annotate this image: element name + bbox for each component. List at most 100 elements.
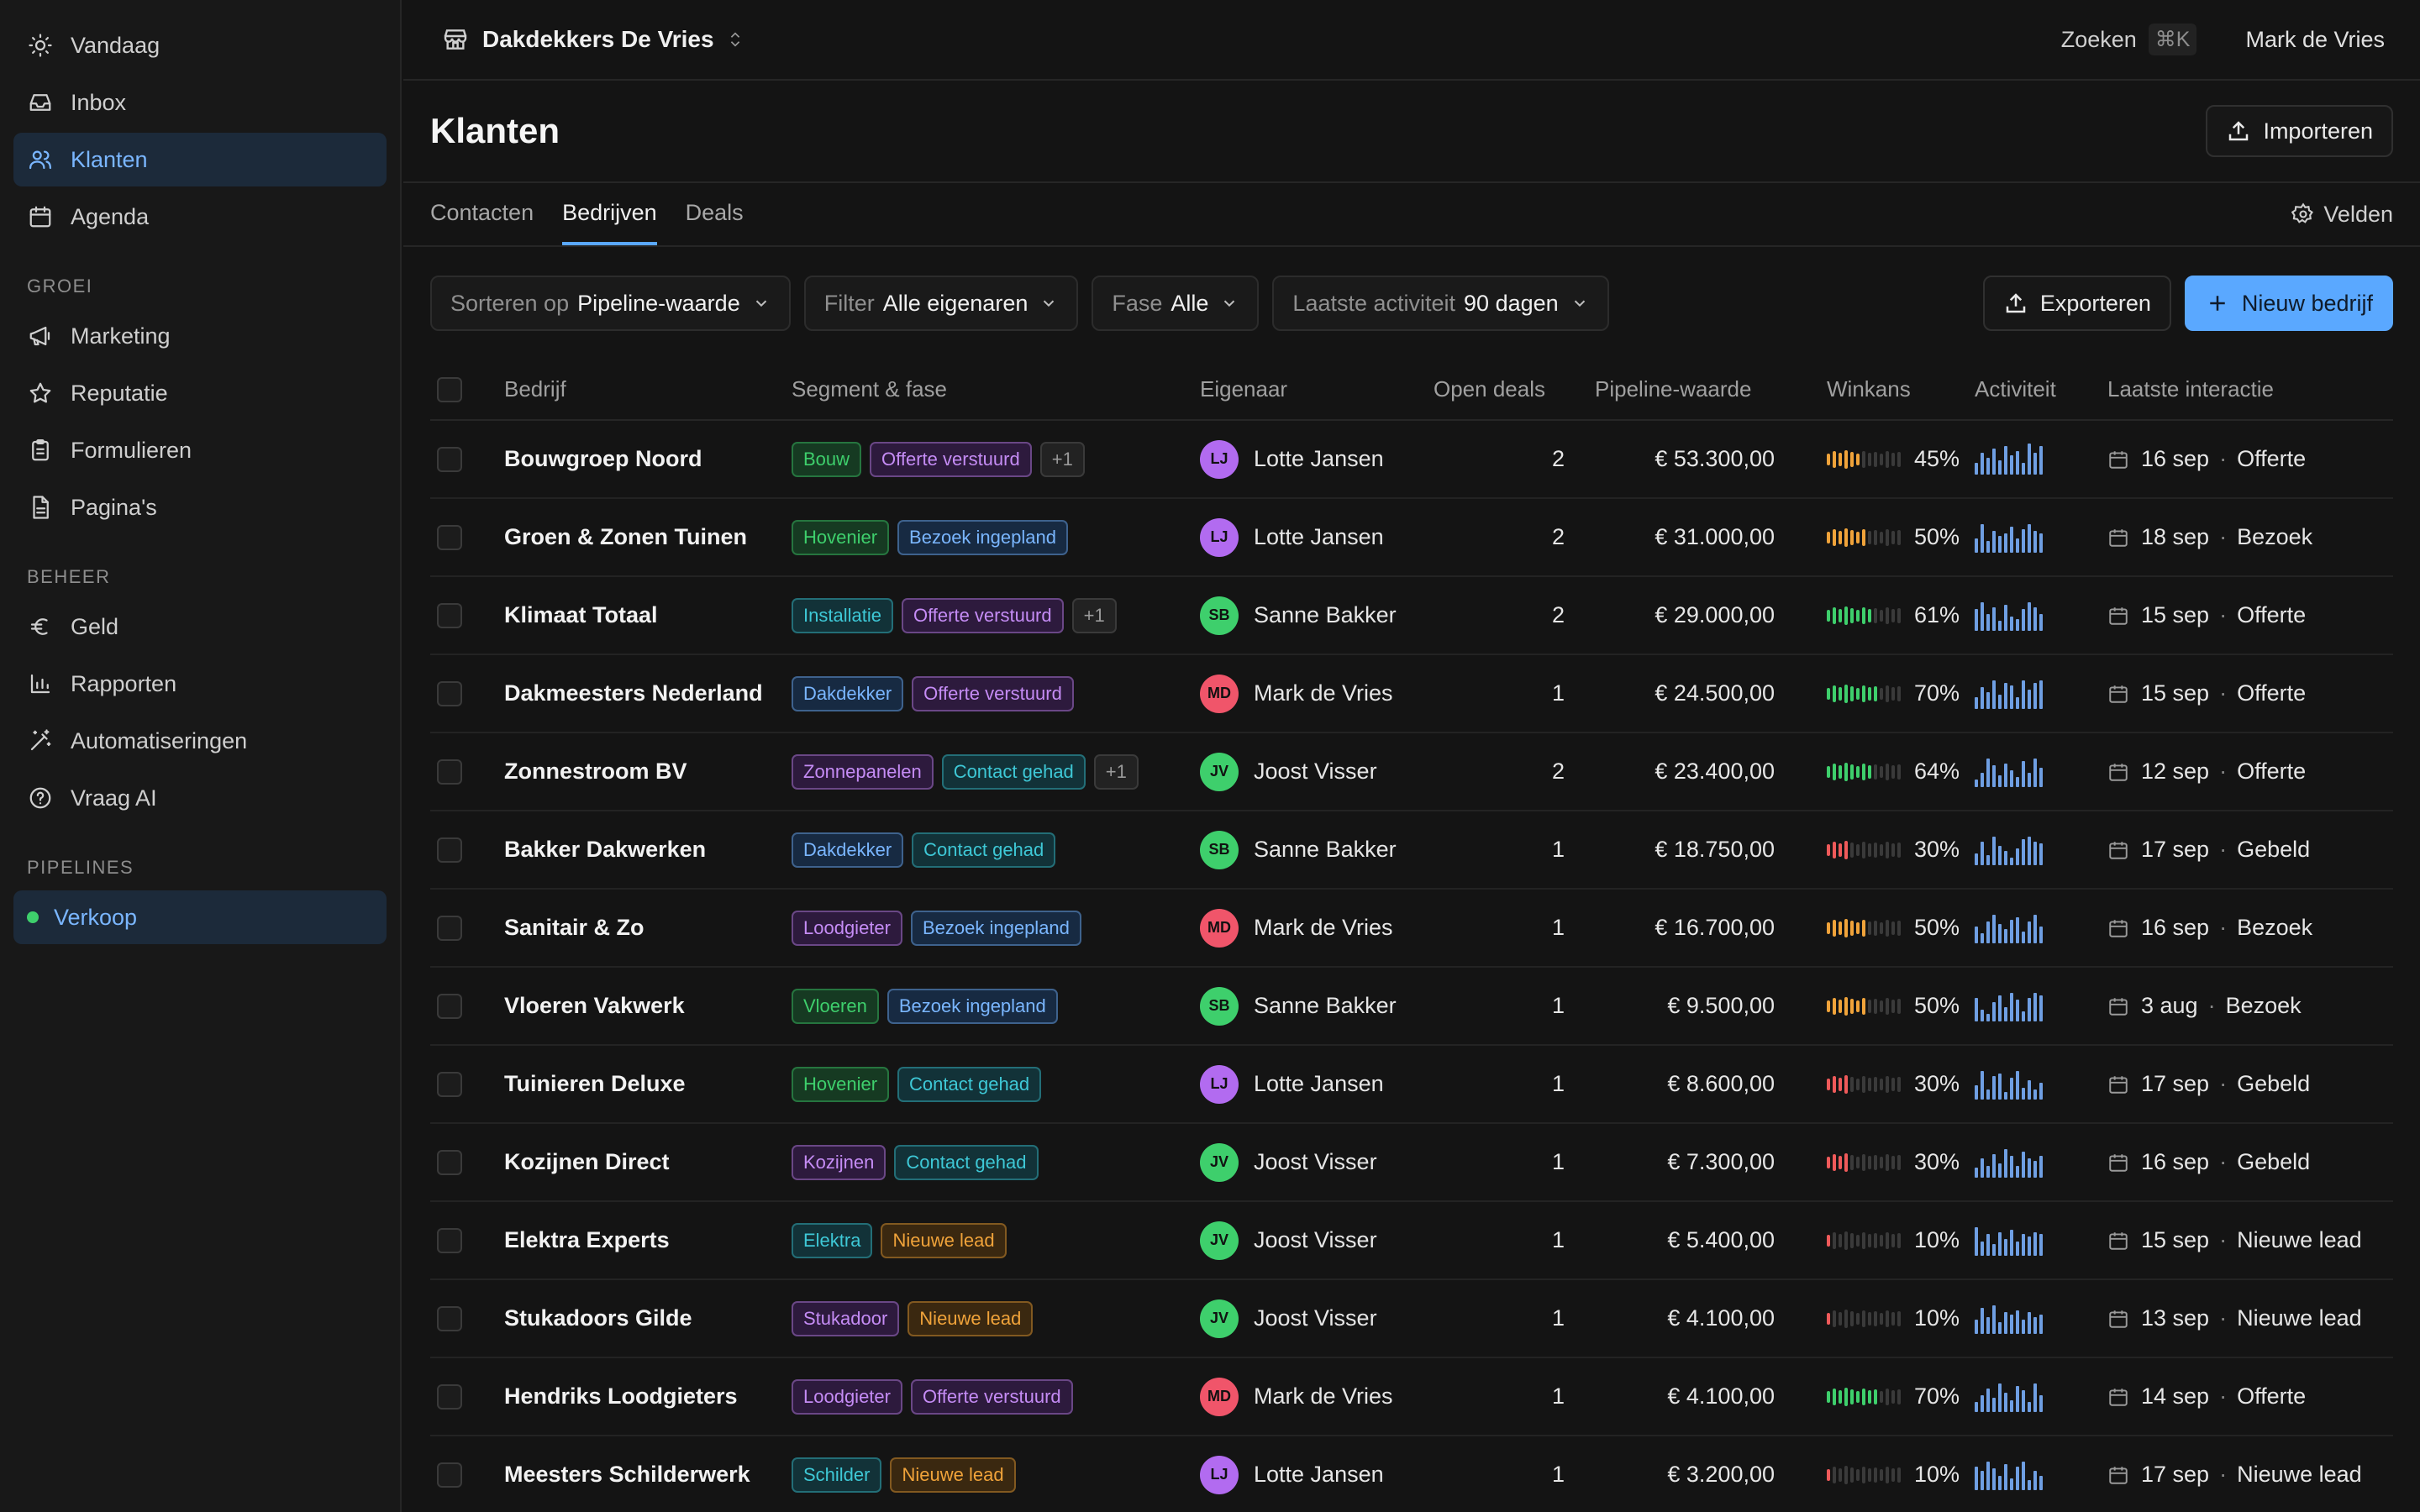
table-row[interactable]: Vloeren Vakwerk Vloeren Bezoek ingepland SB… bbox=[430, 967, 2393, 1046]
workspace-switcher[interactable]: Dakdekkers De Vries bbox=[442, 26, 758, 53]
user-menu[interactable]: Mark de Vries bbox=[2245, 26, 2385, 52]
column-header[interactable]: Bedrijf bbox=[504, 360, 792, 421]
winkans-bar bbox=[1856, 687, 1860, 700]
company-name[interactable]: Zonnestroom BV bbox=[504, 732, 792, 811]
phase-tag: Offerte verstuurd bbox=[870, 441, 1032, 477]
winkans-bar bbox=[1880, 1468, 1883, 1481]
column-header[interactable]: Segment & fase bbox=[792, 360, 1200, 421]
tab-deals[interactable]: Deals bbox=[685, 199, 744, 225]
column-header[interactable]: Activiteit bbox=[1975, 360, 2107, 421]
sort-select[interactable]: Sorteren op Pipeline-waarde bbox=[430, 276, 791, 331]
table-row[interactable]: Meesters Schilderwerk Schilder Nieuwe lead… bbox=[430, 1436, 2393, 1512]
table-row[interactable]: Klimaat Totaal Installatie Offerte verstuu… bbox=[430, 576, 2393, 655]
company-name[interactable]: Klimaat Totaal bbox=[504, 576, 792, 655]
export-button[interactable]: Exporteren bbox=[1982, 276, 2171, 331]
table-row[interactable]: Kozijnen Direct Kozijnen Contact gehad JV Jo… bbox=[430, 1123, 2393, 1202]
sidebar-item-marketing[interactable]: Marketing bbox=[13, 309, 387, 363]
sidebar-item-automatiseringen[interactable]: Automatiseringen bbox=[13, 714, 387, 768]
activity-bar bbox=[1992, 531, 1996, 553]
company-name[interactable]: Bakker Dakwerken bbox=[504, 811, 792, 890]
row-checkbox[interactable] bbox=[437, 602, 462, 628]
more-tags-badge[interactable]: +1 bbox=[1071, 597, 1117, 633]
table-row[interactable]: Zonnestroom BV Zonnepanelen Contact gehad +… bbox=[430, 732, 2393, 811]
sidebar-item-geld[interactable]: Geld bbox=[13, 600, 387, 654]
activity-bar bbox=[1992, 1397, 1996, 1412]
column-header[interactable]: Eigenaar bbox=[1200, 360, 1434, 421]
tab-bedrijven[interactable]: Bedrijven bbox=[562, 183, 657, 245]
table-row[interactable]: Groen & Zonen Tuinen Hovenier Bezoek ingep… bbox=[430, 498, 2393, 577]
activity-bar bbox=[1986, 921, 1990, 943]
row-checkbox[interactable] bbox=[437, 1383, 462, 1410]
row-checkbox[interactable] bbox=[437, 993, 462, 1019]
company-name[interactable]: Bouwgroep Noord bbox=[504, 420, 792, 499]
table-row[interactable]: Hendriks Loodgieters Loodgieter Offerte ve… bbox=[430, 1357, 2393, 1436]
activity-bar bbox=[1975, 1466, 1978, 1490]
row-checkbox[interactable] bbox=[437, 524, 462, 550]
winkans-bar bbox=[1880, 609, 1883, 622]
activity-select[interactable]: Laatste activiteit 90 dagen bbox=[1272, 276, 1609, 331]
sidebar-item-formulieren[interactable]: Formulieren bbox=[13, 423, 387, 477]
company-name[interactable]: Vloeren Vakwerk bbox=[504, 967, 792, 1046]
winkans-bar bbox=[1833, 1388, 1836, 1405]
row-checkbox[interactable] bbox=[437, 837, 462, 863]
more-tags-badge[interactable]: +1 bbox=[1093, 753, 1139, 790]
sidebar-item-agenda[interactable]: Agenda bbox=[13, 190, 387, 244]
filter-select[interactable]: Filter Alle eigenaren bbox=[803, 276, 1079, 331]
company-name[interactable]: Kozijnen Direct bbox=[504, 1123, 792, 1202]
more-tags-badge[interactable]: +1 bbox=[1039, 441, 1085, 477]
sidebar-item-vandaag[interactable]: Vandaag bbox=[13, 18, 387, 72]
pipeline-value: € 4.100,00 bbox=[1576, 1357, 1786, 1436]
table-row[interactable]: Bouwgroep Noord Bouw Offerte verstuurd +1 LJ… bbox=[430, 420, 2393, 499]
sidebar-item-rapporten[interactable]: Rapporten bbox=[13, 657, 387, 711]
search-button[interactable]: Zoeken ⌘K bbox=[2061, 24, 2197, 55]
row-checkbox[interactable] bbox=[437, 1149, 462, 1175]
activity-bar bbox=[1998, 846, 2002, 865]
row-checkbox[interactable] bbox=[437, 680, 462, 706]
column-header[interactable]: Open deals bbox=[1434, 360, 1576, 421]
row-checkbox[interactable] bbox=[437, 1227, 462, 1253]
row-checkbox[interactable] bbox=[437, 1305, 462, 1331]
company-name[interactable]: Dakmeesters Nederland bbox=[504, 654, 792, 733]
table-row[interactable]: Elektra Experts Elektra Nieuwe lead JV Joost… bbox=[430, 1201, 2393, 1280]
table-row[interactable]: Dakmeesters Nederland Dakdekker Offerte ve… bbox=[430, 654, 2393, 733]
row-checkbox[interactable] bbox=[437, 759, 462, 785]
row-checkbox[interactable] bbox=[437, 1071, 462, 1097]
winkans-bar bbox=[1827, 1000, 1830, 1012]
row-checkbox[interactable] bbox=[437, 446, 462, 472]
column-header[interactable]: Laatste interactie bbox=[2107, 360, 2393, 421]
table-row[interactable]: Stukadoors Gilde Stukadoor Nieuwe lead JV Jo… bbox=[430, 1279, 2393, 1358]
sidebar-item-vraag-ai[interactable]: Vraag AI bbox=[13, 771, 387, 825]
company-name[interactable]: Elektra Experts bbox=[504, 1201, 792, 1280]
phase-tag: Bezoek ingepland bbox=[886, 988, 1058, 1024]
row-checkbox[interactable] bbox=[437, 1462, 462, 1488]
phase-select[interactable]: Fase Alle bbox=[1092, 276, 1260, 331]
table-row[interactable]: Sanitair & Zo Loodgieter Bezoek ingepland M… bbox=[430, 889, 2393, 968]
sidebar-item-klanten[interactable]: Klanten bbox=[13, 133, 387, 186]
company-name[interactable]: Stukadoors Gilde bbox=[504, 1279, 792, 1358]
winkans-bar bbox=[1827, 921, 1830, 934]
table-row[interactable]: Tuinieren Deluxe Hovenier Contact gehad LJ L… bbox=[430, 1045, 2393, 1124]
company-name[interactable]: Sanitair & Zo bbox=[504, 889, 792, 968]
company-name[interactable]: Tuinieren Deluxe bbox=[504, 1045, 792, 1124]
column-header[interactable]: Winkans bbox=[1786, 360, 1975, 421]
activity-bar bbox=[2028, 997, 2031, 1021]
new-company-button[interactable]: Nieuw bedrijf bbox=[2184, 276, 2393, 331]
tab-contacten[interactable]: Contacten bbox=[430, 199, 534, 225]
company-name[interactable]: Groen & Zonen Tuinen bbox=[504, 498, 792, 577]
company-name[interactable]: Meesters Schilderwerk bbox=[504, 1436, 792, 1512]
import-button[interactable]: Importeren bbox=[2206, 105, 2393, 157]
upload-icon bbox=[2006, 293, 2026, 313]
winkans-bars bbox=[1827, 603, 1901, 628]
company-name[interactable]: Hendriks Loodgieters bbox=[504, 1357, 792, 1436]
sidebar-item-verkoop[interactable]: Verkoop bbox=[13, 890, 387, 944]
column-header[interactable]: Pipeline-waarde bbox=[1576, 360, 1786, 421]
row-checkbox[interactable] bbox=[437, 915, 462, 941]
fields-label: Velden bbox=[2323, 201, 2393, 227]
fields-button[interactable]: Velden bbox=[2291, 183, 2393, 245]
select-all-checkbox[interactable] bbox=[437, 376, 462, 402]
sidebar-item-inbox[interactable]: Inbox bbox=[13, 76, 387, 129]
phase-tag: Contact gehad bbox=[941, 753, 1086, 790]
sidebar-item-pagina-s[interactable]: Pagina's bbox=[13, 480, 387, 534]
sidebar-item-reputatie[interactable]: Reputatie bbox=[13, 366, 387, 420]
table-row[interactable]: Bakker Dakwerken Dakdekker Contact gehad SB… bbox=[430, 811, 2393, 890]
